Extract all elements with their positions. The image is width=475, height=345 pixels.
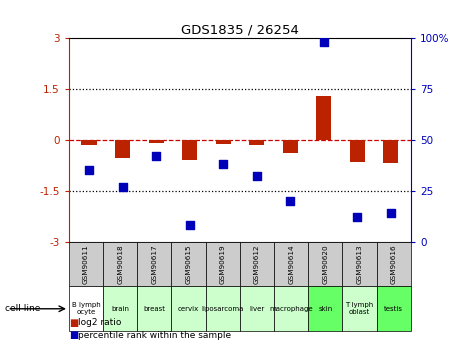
Title: GDS1835 / 26254: GDS1835 / 26254 <box>181 24 299 37</box>
Text: GSM90611: GSM90611 <box>83 244 89 284</box>
Text: GSM90612: GSM90612 <box>254 244 260 284</box>
Text: ■: ■ <box>69 331 78 340</box>
Bar <box>115 140 130 158</box>
Point <box>119 184 126 189</box>
Text: liver: liver <box>249 306 265 312</box>
Point <box>186 223 193 228</box>
Bar <box>216 140 231 144</box>
Bar <box>342 241 377 286</box>
Point <box>320 39 327 45</box>
Bar <box>377 241 411 286</box>
Bar <box>308 286 342 331</box>
Bar <box>81 140 96 145</box>
Bar <box>316 96 331 140</box>
Text: macrophage: macrophage <box>269 306 313 312</box>
Text: GSM90618: GSM90618 <box>117 244 123 284</box>
Point <box>353 214 361 220</box>
Text: GSM90620: GSM90620 <box>323 244 328 284</box>
Text: liposarcoma: liposarcoma <box>201 306 244 312</box>
Bar <box>171 241 206 286</box>
Text: GSM90619: GSM90619 <box>220 244 226 284</box>
Text: GSM90616: GSM90616 <box>391 244 397 284</box>
Text: breast: breast <box>143 306 165 312</box>
Bar <box>137 241 171 286</box>
Text: GSM90615: GSM90615 <box>186 244 191 284</box>
Text: testis: testis <box>384 306 403 312</box>
Bar <box>283 140 298 153</box>
Bar <box>137 286 171 331</box>
Text: GSM90613: GSM90613 <box>357 244 362 284</box>
Bar <box>274 286 308 331</box>
Text: percentile rank within the sample: percentile rank within the sample <box>78 331 231 340</box>
Text: B lymph
ocyte: B lymph ocyte <box>72 302 100 315</box>
Bar <box>69 286 103 331</box>
Bar <box>206 286 240 331</box>
Bar <box>171 286 206 331</box>
Text: cell line: cell line <box>5 304 40 313</box>
Point <box>219 161 227 167</box>
Bar <box>103 241 137 286</box>
Bar <box>249 140 264 145</box>
Bar <box>149 140 163 143</box>
Bar <box>240 286 274 331</box>
Bar <box>69 241 103 286</box>
Text: GSM90614: GSM90614 <box>288 244 294 284</box>
Bar <box>182 140 197 160</box>
Bar <box>383 140 399 164</box>
Point <box>286 198 294 204</box>
Point <box>85 167 93 173</box>
Bar <box>274 241 308 286</box>
Bar <box>240 241 274 286</box>
Text: brain: brain <box>111 306 129 312</box>
Text: log2 ratio: log2 ratio <box>78 318 122 327</box>
Text: ■: ■ <box>69 318 78 327</box>
Point <box>387 210 395 216</box>
Text: T lymph
oblast: T lymph oblast <box>345 302 374 315</box>
Point <box>253 174 260 179</box>
Bar <box>206 241 240 286</box>
Text: cervix: cervix <box>178 306 199 312</box>
Bar <box>342 286 377 331</box>
Bar <box>308 241 342 286</box>
Bar <box>377 286 411 331</box>
Text: GSM90617: GSM90617 <box>152 244 157 284</box>
Bar <box>103 286 137 331</box>
Point <box>152 153 160 159</box>
Bar <box>350 140 365 162</box>
Text: skin: skin <box>318 306 332 312</box>
